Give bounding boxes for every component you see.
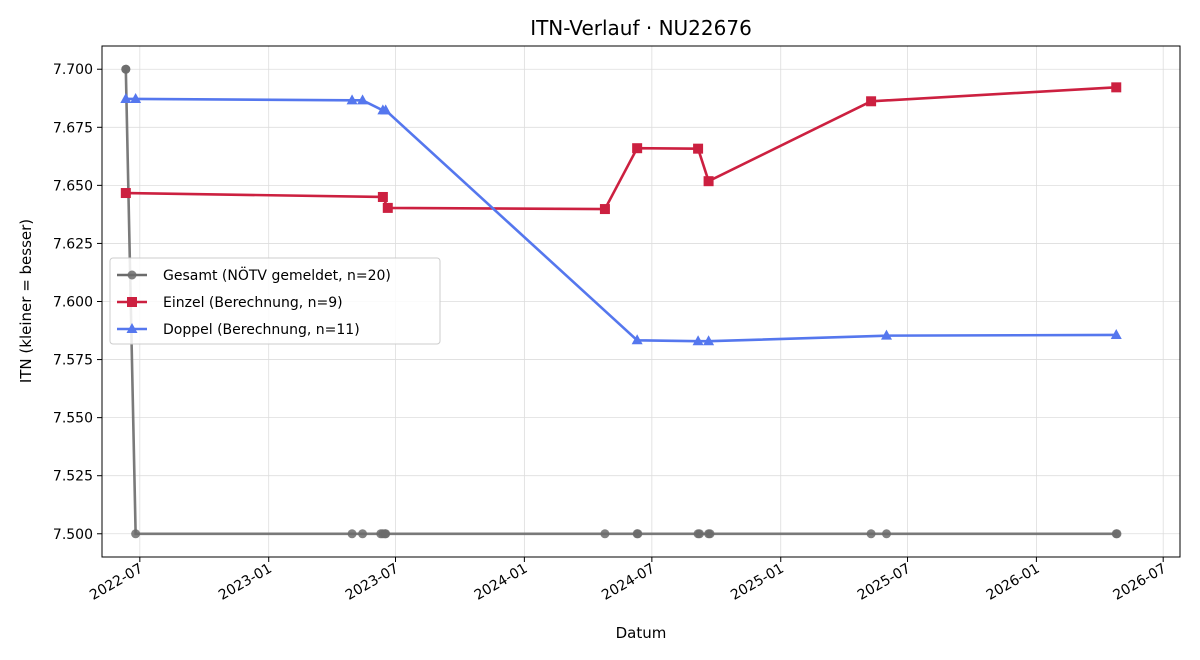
legend-box: [109, 257, 441, 345]
y-axis: 7.500 7.525 7.550 7.575 7.600 7.625 7.650 7.675…: [53, 62, 102, 543]
data-point: [632, 143, 643, 154]
data-point: [703, 176, 714, 187]
legend-entry: Doppel (Berechnung, n=11): [117, 322, 360, 338]
data-point: [380, 104, 392, 115]
data-point: [1112, 529, 1122, 539]
legend-marker: [127, 270, 137, 280]
y-tick-label: 7.600: [53, 295, 93, 311]
y-axis-title: ITN (kleiner = besser): [17, 219, 35, 383]
data-point: [882, 529, 892, 539]
legend: Gesamt (NÖTV gemeldet, n=20) Einzel (Bere…: [109, 257, 441, 345]
data-point: [692, 335, 704, 346]
data-point: [866, 96, 877, 107]
y-tick-label: 7.650: [53, 178, 93, 194]
data-point: [358, 529, 368, 539]
data-point: [121, 64, 131, 74]
data-point: [599, 204, 610, 215]
data-point: [693, 143, 704, 154]
data-point: [120, 188, 131, 199]
series-1: [120, 82, 1122, 215]
data-point: [705, 529, 715, 539]
y-tick-label: 7.525: [53, 469, 93, 485]
y-tick-label: 7.700: [53, 62, 93, 78]
legend-entry: Gesamt (NÖTV gemeldet, n=20): [117, 266, 391, 284]
y-tick-label: 7.550: [53, 411, 93, 427]
data-point: [381, 529, 391, 539]
data-point: [694, 529, 704, 539]
y-tick-label: 7.675: [53, 120, 93, 136]
legend-entry: Einzel (Berechnung, n=9): [117, 295, 343, 311]
chart-title: ITN-Verlauf · NU22676: [530, 16, 752, 40]
y-tick-label: 7.575: [53, 353, 93, 369]
data-point: [866, 529, 876, 539]
y-tick-label: 7.625: [53, 236, 93, 252]
data-point: [1111, 82, 1122, 93]
data-point: [377, 191, 388, 202]
data-point: [600, 529, 610, 539]
data-point: [1110, 328, 1122, 339]
data-point: [633, 529, 643, 539]
data-point: [120, 92, 132, 103]
legend-label: Gesamt (NÖTV gemeldet, n=20): [163, 266, 391, 284]
data-point: [347, 529, 357, 539]
data-point: [131, 529, 141, 539]
legend-label: Doppel (Berechnung, n=11): [163, 322, 360, 338]
series-layer: [120, 64, 1122, 539]
data-point: [703, 335, 715, 346]
y-tick-label: 7.500: [53, 527, 93, 543]
data-point: [881, 329, 893, 340]
legend-label: Einzel (Berechnung, n=9): [163, 295, 343, 311]
x-axis-title: Datum: [616, 624, 667, 642]
data-point: [382, 202, 393, 213]
data-point: [631, 334, 643, 345]
series-2: [120, 92, 1122, 346]
legend-marker: [126, 323, 138, 333]
legend-marker: [127, 297, 137, 307]
data-point: [130, 92, 142, 103]
series-0: [121, 64, 1122, 539]
data-point: [357, 94, 369, 105]
data-point: [346, 94, 358, 105]
